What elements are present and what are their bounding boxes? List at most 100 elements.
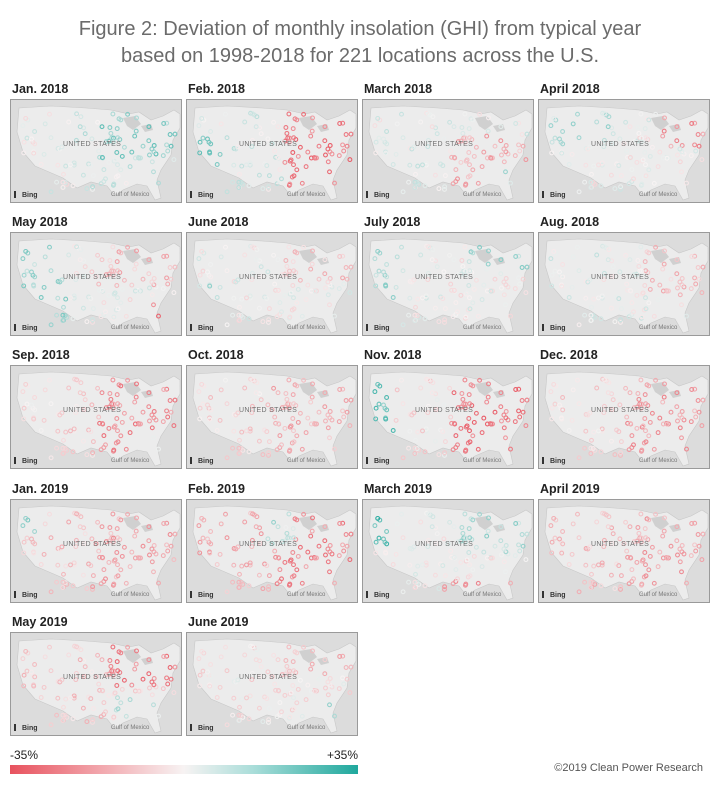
station-marker: [260, 719, 266, 725]
bing-logo[interactable]: Bing: [190, 324, 214, 332]
station-marker: [575, 244, 580, 250]
station-marker: [322, 138, 328, 144]
bing-logo[interactable]: Bing: [14, 457, 38, 465]
us-map[interactable]: UNITED STATES Gulf of Mexico Bing: [10, 232, 182, 336]
station-marker: [273, 687, 279, 693]
station-marker: [464, 290, 470, 296]
bing-logo[interactable]: Bing: [190, 724, 214, 732]
station-marker: [508, 313, 513, 319]
station-marker: [171, 157, 177, 163]
station-marker: [473, 277, 479, 283]
station-marker: [629, 300, 635, 306]
station-marker: [422, 316, 428, 322]
bing-logo[interactable]: Bing: [14, 724, 38, 732]
bing-logo[interactable]: Bing: [14, 324, 38, 332]
bing-logo[interactable]: Bing: [366, 324, 390, 332]
bing-logo[interactable]: Bing: [366, 191, 390, 199]
station-marker: [168, 409, 174, 415]
bing-logo[interactable]: Bing: [14, 591, 38, 599]
bing-logo[interactable]: Bing: [542, 191, 566, 199]
station-marker: [627, 257, 633, 263]
station-marker: [214, 428, 220, 433]
station-marker: [441, 402, 447, 408]
station-marker: [548, 123, 554, 129]
station-marker: [236, 585, 242, 590]
us-map[interactable]: UNITED STATES Gulf of Mexico Bing: [538, 499, 710, 603]
station-marker: [74, 111, 80, 117]
station-marker: [640, 423, 646, 429]
station-marker: [90, 317, 96, 323]
bing-logo[interactable]: Bing: [190, 457, 214, 465]
station-marker: [373, 272, 379, 278]
station-marker: [95, 385, 101, 391]
us-map[interactable]: UNITED STATES Gulf of Mexico Bing: [538, 232, 710, 336]
station-marker: [264, 563, 270, 569]
station-marker: [156, 713, 161, 719]
us-map[interactable]: UNITED STATES Gulf of Mexico Bing: [186, 499, 358, 603]
bing-logo[interactable]: Bing: [190, 591, 214, 599]
us-map[interactable]: UNITED STATES Gulf of Mexico Bing: [362, 99, 534, 203]
station-marker: [492, 276, 498, 282]
station-marker: [253, 390, 259, 396]
station-marker: [110, 405, 116, 411]
station-marker: [282, 425, 288, 431]
station-marker: [344, 409, 350, 415]
station-marker: [115, 295, 120, 301]
station-marker: [464, 157, 470, 163]
bing-logo[interactable]: Bing: [542, 457, 566, 465]
station-marker: [674, 124, 680, 130]
us-map[interactable]: UNITED STATES Gulf of Mexico Bing: [10, 99, 182, 203]
us-map[interactable]: UNITED STATES Gulf of Mexico Bing: [362, 365, 534, 469]
station-marker: [265, 402, 271, 408]
station-marker: [207, 283, 213, 289]
station-marker: [282, 271, 288, 277]
station-marker: [32, 529, 38, 534]
station-marker: [265, 536, 271, 542]
bing-logo[interactable]: Bing: [542, 591, 566, 599]
station-marker: [381, 402, 386, 408]
station-marker: [625, 154, 631, 160]
station-marker: [247, 693, 253, 699]
map-svg: [11, 366, 181, 468]
bing-logo[interactable]: Bing: [366, 591, 390, 599]
us-map[interactable]: UNITED STATES Gulf of Mexico Bing: [186, 365, 358, 469]
station-marker: [47, 244, 52, 250]
station-marker: [97, 154, 103, 160]
bing-attribution-text: Bing: [22, 592, 38, 599]
us-map[interactable]: UNITED STATES Gulf of Mexico Bing: [538, 99, 710, 203]
bing-logo[interactable]: Bing: [366, 457, 390, 465]
station-marker: [653, 377, 659, 383]
bing-logo[interactable]: Bing: [190, 191, 214, 199]
station-marker: [569, 284, 575, 290]
bing-logo[interactable]: Bing: [542, 324, 566, 332]
us-map[interactable]: UNITED STATES Gulf of Mexico Bing: [10, 632, 182, 736]
station-marker: [674, 404, 680, 410]
station-marker: [84, 186, 90, 192]
us-map[interactable]: UNITED STATES Gulf of Mexico Bing: [362, 499, 534, 603]
station-marker: [640, 557, 646, 563]
us-map[interactable]: UNITED STATES Gulf of Mexico Bing: [538, 365, 710, 469]
station-marker: [587, 277, 593, 283]
station-marker: [460, 396, 466, 402]
station-marker: [21, 272, 27, 278]
station-marker: [224, 535, 230, 541]
us-map[interactable]: UNITED STATES Gulf of Mexico Bing: [362, 232, 534, 336]
station-marker: [693, 281, 699, 287]
bing-logo[interactable]: Bing: [14, 191, 38, 199]
station-marker: [447, 385, 453, 391]
us-map[interactable]: UNITED STATES Gulf of Mexico Bing: [10, 499, 182, 603]
us-map[interactable]: UNITED STATES Gulf of Mexico Bing: [186, 99, 358, 203]
station-marker: [426, 111, 432, 117]
station-marker: [32, 407, 38, 413]
us-map[interactable]: UNITED STATES Gulf of Mexico Bing: [10, 365, 182, 469]
station-marker: [99, 657, 105, 663]
station-marker: [373, 550, 379, 556]
us-map[interactable]: UNITED STATES Gulf of Mexico Bing: [186, 632, 358, 736]
station-marker: [639, 581, 645, 587]
station-marker: [638, 111, 644, 117]
station-marker: [524, 131, 530, 137]
station-marker: [589, 571, 594, 577]
station-marker: [70, 183, 76, 189]
station-marker: [230, 445, 236, 451]
us-map[interactable]: UNITED STATES Gulf of Mexico Bing: [186, 232, 358, 336]
